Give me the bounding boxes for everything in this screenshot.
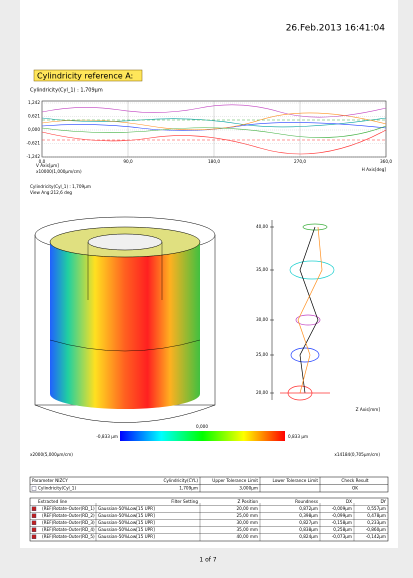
table-header: Parameter NIZCY bbox=[32, 478, 68, 483]
row-icon bbox=[31, 527, 37, 532]
x-tick-label: 360,0 bbox=[380, 159, 392, 164]
cylinder-3d bbox=[34, 216, 216, 423]
table-header: Extracted line bbox=[38, 499, 68, 504]
table-header: Upper Tolerance Limit bbox=[212, 478, 258, 483]
table-cell: -0,009µm bbox=[332, 506, 352, 511]
x-tick-label: 270,0 bbox=[294, 159, 306, 164]
table-cell: (REF)Rotate-Outer(RD_1) bbox=[42, 506, 95, 511]
z-axis-label: Z Axis[mm] bbox=[356, 407, 381, 412]
v-axis-label: V Axis[µm] bbox=[36, 163, 59, 168]
table-cell: 0,258µm bbox=[333, 527, 352, 532]
table-cell: Gaussian-50%Low[15 UPR] bbox=[98, 534, 155, 539]
row-icon bbox=[31, 506, 37, 511]
table-header: Check Result bbox=[341, 478, 369, 483]
colorbar-mid: 0,000 bbox=[196, 424, 208, 429]
table-cell: Gaussian-50%Low[15 UPR] bbox=[98, 513, 155, 518]
profile-label: Cylindricity(Cyl_1) : 1,709µm bbox=[30, 88, 103, 94]
table-cell: 0,872µm bbox=[299, 506, 318, 511]
table-cell: (REF)Rotate-Outer(RD_4) bbox=[42, 527, 95, 532]
cylinder-scale: x2000(5,000µm/cm) bbox=[30, 452, 73, 457]
table-header: Roundness bbox=[295, 499, 318, 504]
date: 26.Feb.2013 16:41:04 bbox=[286, 24, 386, 34]
table-header: Filter Setting bbox=[171, 499, 198, 504]
table-cell: (REF)Rotate-Outer(RD_5) bbox=[42, 534, 95, 539]
y-tick-label: 1,242 bbox=[28, 100, 40, 105]
y-tick-label: -1,242 bbox=[27, 154, 41, 159]
row-icon bbox=[31, 513, 37, 518]
y-tick-label: 0,621 bbox=[28, 114, 40, 119]
table-cell: Cylindricity(Cyl_1) bbox=[38, 486, 76, 491]
table-cell: -0,860µm bbox=[366, 527, 386, 532]
z-tick-label: 20,00 bbox=[256, 390, 268, 395]
table-cell: Gaussian-50%Low[15 UPR] bbox=[98, 506, 155, 511]
table-cell: 40,00 mm bbox=[237, 534, 258, 539]
table-cell: 3,000µm bbox=[239, 486, 258, 491]
table-cell: 0,398µm bbox=[299, 513, 318, 518]
table-cell: 0,478µm bbox=[367, 513, 386, 518]
z-tick-label: 25,00 bbox=[256, 352, 268, 357]
colorbar bbox=[120, 431, 285, 441]
x-tick-label: 90,0 bbox=[123, 159, 133, 164]
row-icon bbox=[31, 534, 37, 539]
table-cell: 20,00 mm bbox=[237, 506, 258, 511]
table-header: Z Position bbox=[237, 499, 258, 504]
table-cell: 1,709µm bbox=[179, 486, 198, 491]
table-header: DX bbox=[346, 499, 352, 504]
x-tick-label: 180,0 bbox=[208, 159, 220, 164]
view-angle: View Ang:212,6 deg bbox=[30, 190, 72, 195]
table-cell: (REF)Rotate-Outer(RD_2) bbox=[42, 513, 95, 518]
table-header: Lower Tolerance Limit bbox=[272, 478, 318, 483]
y-tick-label: -0,621 bbox=[27, 141, 41, 146]
colorbar-max: 0,833 µm bbox=[288, 434, 308, 439]
table-header: DY bbox=[380, 499, 386, 504]
x-tick-label: 0,0 bbox=[39, 159, 46, 164]
table-cell: -0,099µm bbox=[332, 513, 352, 518]
cylinder-label: Cylindricity(Cyl_1) : 1,709µm bbox=[30, 184, 91, 189]
y-tick-label: 0,000 bbox=[28, 127, 40, 132]
table-cell: 35,00 mm bbox=[237, 527, 258, 532]
colorbar-min: -0,833 µm bbox=[96, 434, 118, 439]
section-title: Cylindricity reference A: bbox=[37, 72, 133, 81]
z-scale: x14184(0,705µm/cm) bbox=[334, 452, 380, 457]
z-tick-label: 30,00 bbox=[256, 317, 268, 322]
table-cell: 0,233µm bbox=[367, 520, 386, 525]
table-cell: Gaussian-50%Low[15 UPR] bbox=[98, 527, 155, 532]
table-cell: Gaussian-50%Low[15 UPR] bbox=[98, 520, 155, 525]
table-header: Cylindricity(CYL) bbox=[163, 478, 198, 483]
row-icon bbox=[31, 520, 37, 525]
h-axis-label: H Axis[deg] bbox=[362, 167, 387, 172]
row-icon bbox=[31, 486, 37, 491]
table-cell: -0,158µm bbox=[332, 520, 352, 525]
z-tick-label: 40,00 bbox=[256, 224, 268, 229]
table-cell: 25,00 mm bbox=[237, 513, 258, 518]
table-cell: OK bbox=[352, 486, 358, 491]
roundness-profiles bbox=[280, 223, 335, 401]
table-cell: 0,824µm bbox=[299, 534, 318, 539]
table-cell: (REF)Rotate-Outer(RD_3) bbox=[42, 520, 95, 525]
table-cell: 30,00 mm bbox=[237, 520, 258, 525]
v-axis-scale: x10000(1,000µm/cm) bbox=[36, 169, 82, 174]
table-cell: 0,827µm bbox=[299, 520, 318, 525]
table-cell: 0,557µm bbox=[367, 506, 386, 511]
table-cell: 0,838µm bbox=[299, 527, 318, 532]
table-cell: -0,073µm bbox=[332, 534, 352, 539]
title-box bbox=[33, 69, 143, 82]
page-number: 1 of 7 bbox=[199, 557, 216, 564]
table-cell: -0,142µm bbox=[366, 534, 386, 539]
z-tick-label: 35,00 bbox=[256, 267, 268, 272]
